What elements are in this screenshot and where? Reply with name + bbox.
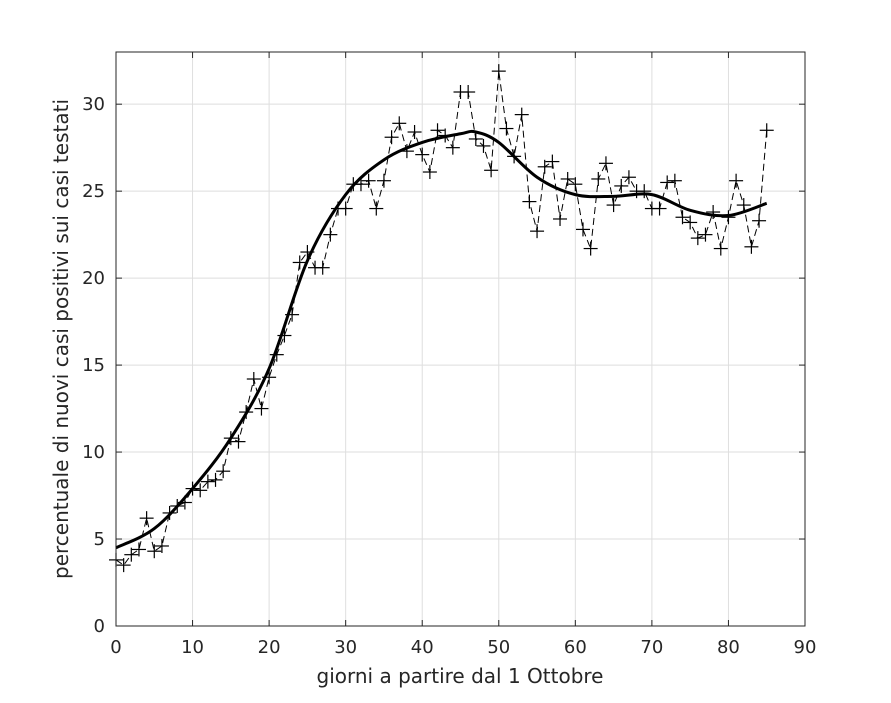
data-point-marker <box>147 544 162 559</box>
y-tick-label: 5 <box>94 529 105 550</box>
data-point-marker <box>591 171 606 186</box>
x-axis-label: giorni a partire dal 1 Ottobre <box>317 664 604 688</box>
data-point-marker <box>721 210 736 225</box>
data-point-marker <box>361 173 376 188</box>
data-point-marker <box>553 211 568 226</box>
observed-series-line <box>115 71 768 566</box>
data-point-marker <box>598 156 613 171</box>
data-point-marker <box>468 131 483 146</box>
data-point-marker <box>530 224 545 239</box>
data-point-marker <box>706 205 721 220</box>
y-tick-label: 20 <box>82 268 105 289</box>
x-tick-label: 80 <box>717 637 740 658</box>
data-point-marker <box>407 125 422 140</box>
data-point-marker <box>154 538 169 553</box>
data-point-marker <box>193 483 208 498</box>
data-point-marker <box>713 241 728 256</box>
data-point-marker <box>476 138 491 153</box>
data-point-marker <box>667 173 682 188</box>
plot-frame <box>115 51 806 627</box>
data-point-marker <box>652 201 667 216</box>
y-tick-label: 0 <box>94 616 105 637</box>
x-tick-label: 40 <box>411 637 434 658</box>
x-tick-label: 70 <box>640 637 663 658</box>
data-point-marker <box>246 372 261 387</box>
x-tick-label: 60 <box>564 637 587 658</box>
data-point-marker <box>208 472 223 487</box>
data-point-marker <box>392 116 407 131</box>
data-point-marker <box>415 147 430 162</box>
data-point-marker <box>139 511 154 526</box>
data-point-marker <box>216 464 231 479</box>
data-point-marker <box>422 165 437 180</box>
data-point-marker <box>698 227 713 242</box>
data-point-marker <box>116 558 131 573</box>
data-point-marker <box>499 121 514 136</box>
y-tick-label: 15 <box>82 355 105 376</box>
data-point-marker <box>560 171 575 186</box>
data-point-marker <box>323 227 338 242</box>
grid <box>115 52 806 627</box>
data-point-marker <box>491 64 506 79</box>
data-point-marker <box>583 241 598 256</box>
x-tick-label: 0 <box>110 637 121 658</box>
data-point-marker <box>376 173 391 188</box>
y-tick-label: 10 <box>82 442 105 463</box>
data-point-marker <box>384 130 399 145</box>
data-point-marker <box>315 260 330 275</box>
data-point-marker <box>514 107 529 122</box>
data-point-marker <box>254 401 269 416</box>
x-tick-label: 20 <box>258 637 281 658</box>
data-point-marker <box>729 173 744 188</box>
ticks: 0 10 20 30 40 50 60 70 80 90 0 5 10 15 20 25 30 <box>82 52 816 658</box>
x-tick-label: 50 <box>487 637 510 658</box>
data-point-marker <box>637 184 652 199</box>
data-point-marker <box>575 222 590 237</box>
data-point-marker <box>660 175 675 190</box>
data-point-marker <box>292 255 307 270</box>
data-point-marker <box>461 85 476 100</box>
y-tick-label: 30 <box>82 94 105 115</box>
y-tick-label: 25 <box>82 181 105 202</box>
data-point-marker <box>690 231 705 246</box>
data-point-marker <box>231 434 246 449</box>
plot-series <box>109 64 774 573</box>
data-point-marker <box>484 163 499 178</box>
data-point-marker <box>614 178 629 193</box>
data-point-marker <box>568 177 583 192</box>
data-point-marker <box>752 213 767 228</box>
data-point-marker <box>522 194 537 209</box>
data-point-marker <box>675 210 690 225</box>
data-point-marker <box>124 547 139 562</box>
data-point-marker <box>537 159 552 174</box>
data-point-marker <box>759 123 774 138</box>
data-point-marker <box>338 201 353 216</box>
data-point-marker <box>683 215 698 230</box>
data-point-marker <box>430 123 445 138</box>
data-point-marker <box>445 140 460 155</box>
data-point-marker <box>621 170 636 185</box>
x-tick-label: 30 <box>334 637 357 658</box>
data-point-marker <box>369 201 384 216</box>
data-point-marker <box>736 198 751 213</box>
y-axis-label: percentuale di nuovi casi positivi sui c… <box>49 99 73 579</box>
fit-curve-line <box>115 129 768 550</box>
data-point-marker <box>744 239 759 254</box>
x-tick-label: 90 <box>794 637 817 658</box>
data-point-marker <box>606 198 621 213</box>
data-point-marker <box>545 154 560 169</box>
data-point-marker <box>200 474 215 489</box>
data-point-marker <box>131 542 146 557</box>
x-tick-label: 10 <box>181 637 204 658</box>
